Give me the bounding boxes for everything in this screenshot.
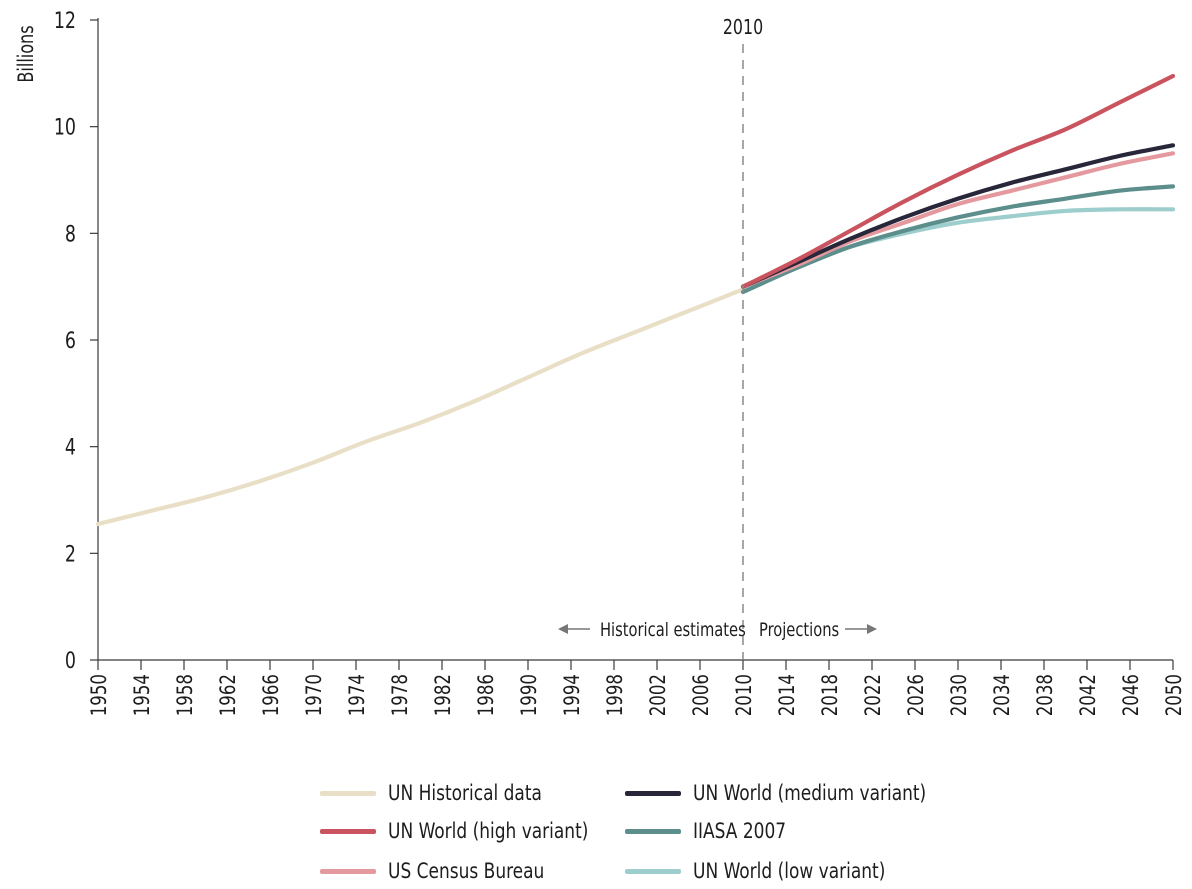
- legend-swatch: [320, 790, 376, 796]
- right-arrow-head-icon: [867, 624, 877, 634]
- legend-item-un-high: UN World (high variant): [320, 816, 611, 846]
- series-line-us-census-bureau: [740, 151, 1176, 289]
- x-tick-label: 2006: [689, 674, 713, 716]
- left-arrow-head-icon: [558, 624, 568, 634]
- legend-label: US Census Bureau: [388, 858, 545, 883]
- legend-label: UN World (low variant): [693, 858, 886, 883]
- x-tick-label: 1986: [474, 674, 498, 716]
- y-tick-label: 6: [65, 328, 76, 353]
- y-tick-label: 8: [65, 221, 76, 246]
- x-tick-label: 1958: [173, 674, 197, 716]
- series-line-un-world-medium-variant: [740, 143, 1176, 289]
- x-tick-label: 1982: [431, 674, 455, 716]
- x-tick-label: 2046: [1119, 674, 1143, 716]
- legend-swatch: [320, 828, 376, 834]
- x-tick-label: 2050: [1162, 674, 1186, 716]
- x-tick-label: 2022: [861, 674, 885, 716]
- axes-layer: 0 2 4 6 8 10 12 Billions 1950 1954 1958 1962 1966 197…: [14, 8, 1187, 716]
- y-tick-label: 2: [65, 541, 76, 566]
- x-tick-label: 2026: [904, 674, 928, 716]
- reference-line-label: 2010: [723, 17, 763, 39]
- series-line-un-world-low-variant: [740, 207, 1176, 289]
- y-axis-title: Billions: [14, 25, 39, 82]
- x-tick-label: 1978: [388, 674, 412, 716]
- x-tick-label: 2010: [732, 674, 756, 716]
- x-tick-label: 2002: [646, 674, 670, 716]
- y-tick-label: 4: [65, 434, 76, 459]
- legend-label: UN Historical data: [388, 780, 542, 805]
- y-tick-label: 10: [54, 114, 76, 139]
- legend-swatch: [625, 828, 681, 834]
- chart-legend: UN Historical data UN World (high varian…: [320, 778, 980, 886]
- legend-item-un-medium: UN World (medium variant): [625, 778, 952, 808]
- series-layer: [95, 73, 1176, 527]
- legend-label: IIASA 2007: [693, 818, 787, 843]
- legend-item-us-census: US Census Bureau: [320, 856, 562, 886]
- x-tick-label: 1990: [517, 674, 541, 716]
- series-line-un-historical-data: [95, 287, 746, 527]
- x-tick-label: 2034: [990, 674, 1014, 716]
- series-line-iiasa-2007: [740, 184, 1176, 295]
- legend-swatch: [625, 868, 681, 874]
- x-tick-label: 1954: [130, 674, 154, 716]
- x-tick-label: 2030: [947, 674, 971, 716]
- x-tick-label: 1970: [302, 674, 326, 716]
- legend-item-un-historical: UN Historical data: [320, 778, 559, 808]
- series-line-un-world-high-variant: [740, 73, 1176, 289]
- x-tick-label: 1994: [560, 674, 584, 716]
- x-tick-label: 2038: [1033, 674, 1057, 716]
- legend-swatch: [320, 868, 376, 874]
- y-tick-label: 12: [54, 8, 76, 33]
- y-tick-label: 0: [65, 648, 76, 673]
- legend-item-iiasa: IIASA 2007: [625, 816, 796, 846]
- x-tick-label: 2018: [818, 674, 842, 716]
- legend-label: UN World (high variant): [388, 818, 589, 843]
- x-tick-label: 1950: [87, 674, 111, 716]
- x-tick-label: 2042: [1076, 674, 1100, 716]
- historical-estimates-label: Historical estimates: [600, 620, 746, 641]
- legend-label: UN World (medium variant): [693, 780, 927, 805]
- x-tick-label: 2014: [775, 674, 799, 716]
- legend-swatch: [625, 790, 681, 796]
- annotation-layer: 2010 Historical estimates Projections: [558, 17, 877, 660]
- x-tick-label: 1962: [216, 674, 240, 716]
- x-tick-label: 1966: [259, 674, 283, 716]
- projections-label: Projections: [759, 620, 839, 641]
- x-tick-label: 1998: [603, 674, 627, 716]
- x-tick-label: 1974: [345, 674, 369, 716]
- legend-item-un-low: UN World (low variant): [625, 856, 907, 886]
